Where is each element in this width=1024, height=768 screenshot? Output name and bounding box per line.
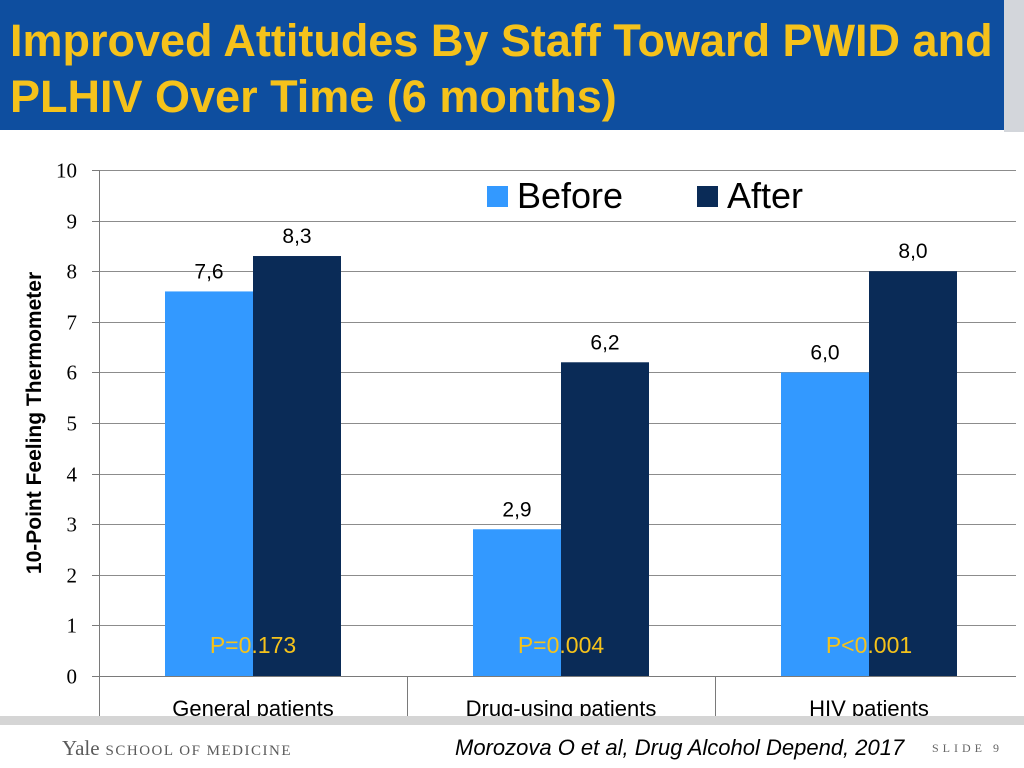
title-line-2: PLHIV Over Time (6 months)	[10, 71, 617, 122]
bar-after-hiv-patients	[869, 271, 957, 676]
legend-swatch-before	[487, 185, 508, 207]
title-bar: Improved Attitudes By Staff Toward PWID …	[0, 0, 1004, 130]
legend-label-before: Before	[517, 175, 624, 216]
footer-band	[0, 716, 1024, 725]
title-bar-edge	[1004, 0, 1024, 132]
y-tick-label: 9	[67, 210, 78, 234]
p-value-label: P=0.004	[518, 632, 605, 658]
y-tick-label: 0	[67, 665, 78, 689]
y-tick-label: 7	[67, 311, 78, 335]
bars	[165, 256, 957, 676]
logo-yale-text: Yale	[62, 736, 100, 760]
data-label-before-drug-using-patients: 2,9	[502, 498, 531, 521]
y-tick-label: 6	[67, 361, 78, 385]
data-label-before-hiv-patients: 6,0	[810, 341, 839, 364]
data-label-after-hiv-patients: 8,0	[898, 240, 927, 263]
citation: Morozova O et al, Drug Alcohol Depend, 2…	[455, 735, 905, 760]
slide-number: SLIDE 9	[932, 741, 1003, 755]
x-tick-label: HIV patients	[809, 696, 929, 716]
data-label-before-general-patients: 7,6	[194, 260, 223, 283]
bar-chart: 0 1 2 3 4 5 6 7 8 9 10 7,6 8,3 P=0.173 General patient…	[23, 159, 1016, 717]
legend-label-after: After	[727, 175, 804, 216]
legend-swatch-after	[697, 185, 718, 207]
p-value-label: P=0.173	[210, 632, 296, 658]
x-tick-label: Drug-using patients	[466, 696, 657, 716]
legend-item-before: Before	[487, 176, 623, 216]
logo-school-text: SCHOOL OF MEDICINE	[105, 743, 292, 759]
y-axis-label: 10-Point Feeling Thermometer	[23, 272, 46, 574]
legend-item-after: After	[697, 176, 803, 216]
chart-labels: 0 1 2 3 4 5 6 7 8 9 10 7,6 8,3 P=0.173 General patient…	[56, 159, 929, 717]
data-label-after-drug-using-patients: 6,2	[590, 331, 619, 354]
data-label-after-general-patients: 8,3	[282, 225, 311, 248]
bar-before-drug-using-patients	[473, 529, 561, 676]
y-tick-label: 10	[56, 159, 77, 183]
y-tick-label: 2	[67, 564, 78, 588]
title-line-1: Improved Attitudes By Staff Toward PWID …	[10, 15, 993, 66]
y-tick-label: 8	[67, 260, 78, 284]
y-tick-label: 5	[67, 412, 78, 436]
y-tick-label: 4	[67, 463, 78, 487]
bar-before-general-patients	[165, 291, 253, 676]
bar-after-general-patients	[253, 256, 341, 676]
p-value-label: P<0.001	[826, 632, 912, 658]
bar-after-drug-using-patients	[561, 362, 649, 676]
y-tick-label: 3	[67, 513, 78, 537]
x-tick-label: General patients	[172, 696, 333, 716]
slide-title: Improved Attitudes By Staff Toward PWID …	[10, 13, 993, 125]
bar-before-hiv-patients	[781, 372, 869, 676]
yale-school-of-medicine-logo: Yale SCHOOL OF MEDICINE	[62, 736, 292, 761]
y-tick-label: 1	[67, 614, 78, 638]
